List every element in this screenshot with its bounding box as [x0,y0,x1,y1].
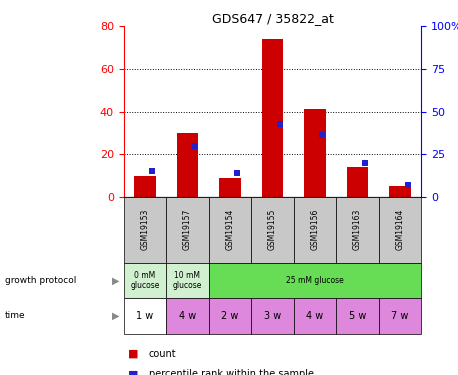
Bar [166,197,209,262]
Bar [177,133,198,197]
Bar [134,176,156,197]
Text: 25 mM glucose: 25 mM glucose [286,276,344,285]
Text: GSM19155: GSM19155 [268,209,277,251]
Bar [262,39,283,197]
Text: ▶: ▶ [112,275,120,285]
Text: GSM19153: GSM19153 [141,209,149,251]
Bar [251,298,294,334]
Bar [166,298,209,334]
Bar [124,298,166,334]
Text: ■: ■ [128,369,139,375]
Text: GSM19157: GSM19157 [183,209,192,251]
Text: growth protocol: growth protocol [5,276,76,285]
Text: 7 w: 7 w [392,311,409,321]
Bar [389,186,411,197]
Text: 5 w: 5 w [349,311,366,321]
Text: GSM19154: GSM19154 [225,209,234,251]
Text: 1 w: 1 w [136,311,153,321]
Text: 4 w: 4 w [179,311,196,321]
Bar [294,197,336,262]
Bar [305,110,326,197]
Bar [379,197,421,262]
Bar [124,197,166,262]
Text: count: count [149,349,176,359]
Text: time: time [5,311,25,320]
Bar [336,298,379,334]
Text: 2 w: 2 w [221,311,239,321]
Bar [294,298,336,334]
Bar [347,167,368,197]
Bar [209,262,421,298]
Bar [336,197,379,262]
Bar [209,197,251,262]
Bar [124,262,166,298]
Text: 0 mM
glucose: 0 mM glucose [130,271,159,290]
Bar [379,298,421,334]
Text: 10 mM
glucose: 10 mM glucose [173,271,202,290]
Bar [219,178,240,197]
Text: percentile rank within the sample: percentile rank within the sample [149,369,314,375]
Text: ■: ■ [128,349,139,359]
Text: ▶: ▶ [112,311,120,321]
Text: GSM19156: GSM19156 [311,209,320,251]
Bar [166,262,209,298]
Bar [251,197,294,262]
Text: GSM19164: GSM19164 [396,209,404,251]
Bar [209,298,251,334]
Text: GSM19163: GSM19163 [353,209,362,251]
Text: 4 w: 4 w [306,311,324,321]
Title: GDS647 / 35822_at: GDS647 / 35822_at [212,12,333,25]
Text: 3 w: 3 w [264,311,281,321]
